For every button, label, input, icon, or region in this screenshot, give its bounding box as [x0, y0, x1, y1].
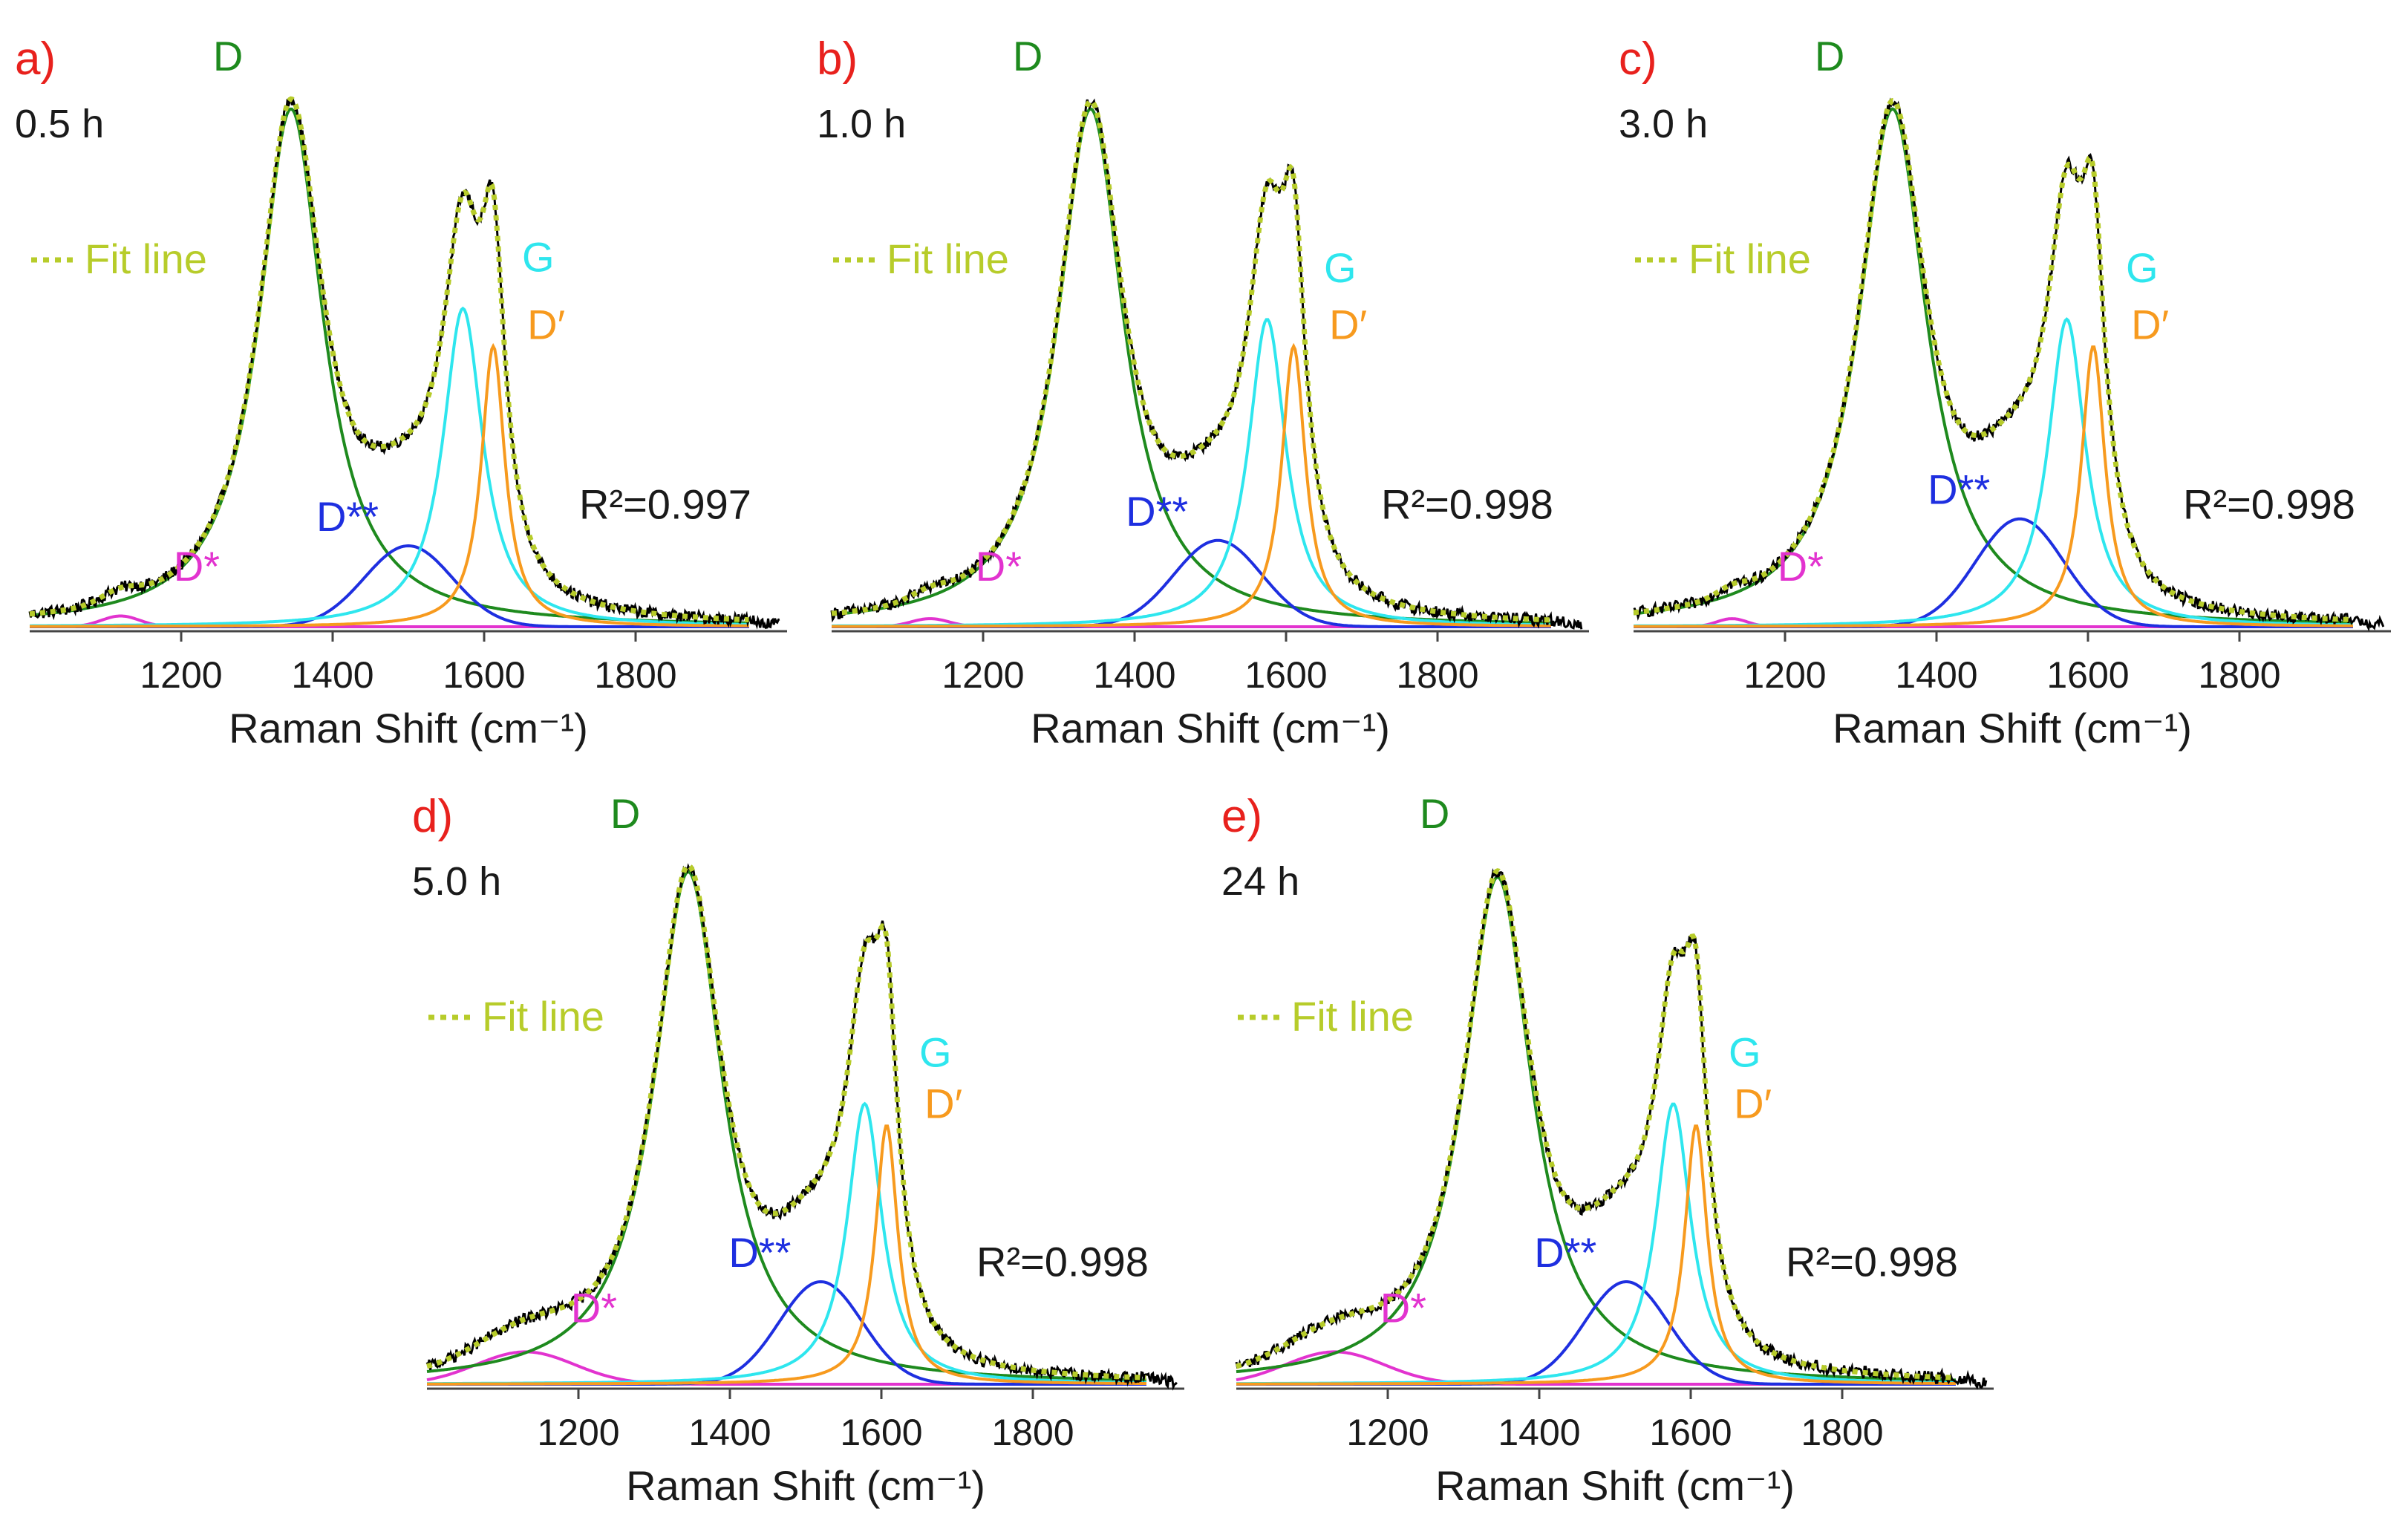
series-G	[30, 306, 750, 628]
r-squared-label: R²=0.998	[1786, 1239, 1958, 1285]
x-axis-title: Raman Shift (cm⁻¹)	[229, 705, 588, 752]
x-tick-label: 1800	[991, 1412, 1074, 1453]
legend-fit-label: Fit line	[85, 235, 207, 282]
label-Dprime: D′	[1734, 1080, 1772, 1127]
label-Dstar: D*	[571, 1284, 617, 1331]
x-tick-label: 1400	[1895, 654, 1977, 696]
label-Dstarstar: D**	[1126, 488, 1188, 535]
label-Dstarstar: D**	[728, 1229, 791, 1276]
series-measured	[830, 98, 1583, 630]
series-measured	[28, 97, 780, 630]
label-D: D	[1420, 790, 1449, 837]
r-squared-label: R²=0.998	[976, 1239, 1149, 1285]
label-Dstarstar: D**	[316, 493, 379, 540]
label-G: G	[2126, 244, 2159, 291]
panel-label: b)	[817, 33, 858, 85]
x-tick-label: 1800	[1801, 1412, 1883, 1453]
label-Dstar: D*	[1778, 543, 1824, 590]
x-tick-label: 1600	[443, 654, 525, 696]
series-Dstarstar	[1236, 1280, 1956, 1386]
x-tick-label: 1800	[1396, 654, 1478, 696]
series-fit-line	[1236, 868, 1956, 1381]
series-fit-line	[1633, 97, 2353, 623]
x-axis-title: Raman Shift (cm⁻¹)	[626, 1462, 985, 1509]
x-axis-title: Raman Shift (cm⁻¹)	[1435, 1462, 1795, 1509]
time-label: 5.0 h	[412, 859, 501, 904]
x-tick-label: 1200	[1346, 1412, 1429, 1453]
legend-fit-label: Fit line	[1688, 235, 1811, 282]
x-tick-label: 1200	[140, 654, 222, 696]
panel-label: c)	[1619, 33, 1657, 85]
time-label: 0.5 h	[15, 102, 104, 146]
x-tick-label: 1600	[1244, 654, 1327, 696]
label-Dprime: D′	[1329, 301, 1367, 348]
label-Dstar: D*	[976, 543, 1022, 590]
x-tick-label: 1600	[2046, 654, 2129, 696]
series-fit-line	[29, 96, 749, 623]
x-tick-label: 1400	[291, 654, 373, 696]
label-G: G	[919, 1029, 952, 1075]
label-D: D	[610, 790, 640, 837]
label-G: G	[522, 233, 555, 280]
series-measured	[425, 863, 1178, 1391]
x-tick-label: 1200	[942, 654, 1024, 696]
x-tick-label: 1400	[1498, 1412, 1580, 1453]
label-D: D	[213, 33, 243, 79]
label-G: G	[1324, 244, 1357, 291]
x-tick-label: 1400	[1093, 654, 1175, 696]
x-tick-label: 1200	[537, 1412, 619, 1453]
series-Dprime	[832, 342, 1551, 628]
series-Dprime	[1236, 1124, 1956, 1386]
x-axis-title: Raman Shift (cm⁻¹)	[1833, 705, 2192, 752]
time-label: 1.0 h	[817, 102, 906, 146]
legend-fit-label: Fit line	[1291, 993, 1414, 1040]
panel-label: d)	[412, 791, 453, 842]
label-Dstarstar: D**	[1534, 1229, 1596, 1276]
series-fit-line	[831, 98, 1551, 623]
x-tick-label: 1600	[1649, 1412, 1732, 1453]
x-tick-label: 1400	[688, 1412, 771, 1453]
label-Dstarstar: D**	[1928, 466, 1990, 513]
series-Dprime	[30, 342, 749, 628]
x-tick-label: 1600	[840, 1412, 922, 1453]
series-measured	[1633, 97, 2385, 632]
series-Dprime	[427, 1124, 1146, 1386]
series-Dstarstar	[427, 1280, 1146, 1386]
series-D	[1633, 107, 2353, 625]
time-label: 3.0 h	[1619, 102, 1708, 146]
label-D: D	[1815, 33, 1844, 79]
x-tick-label: 1200	[1743, 654, 1826, 696]
legend-fit-label: Fit line	[887, 235, 1009, 282]
series-fit-line	[426, 863, 1146, 1381]
panel-label: a)	[15, 33, 56, 85]
panel-label: e)	[1221, 791, 1262, 842]
label-D: D	[1013, 33, 1043, 79]
series-D	[29, 107, 749, 625]
label-G: G	[1729, 1029, 1761, 1075]
r-squared-label: R²=0.997	[579, 481, 751, 528]
time-label: 24 h	[1221, 859, 1299, 904]
legend-fit-label: Fit line	[482, 993, 604, 1040]
label-Dprime: D′	[2131, 301, 2169, 348]
series-D	[426, 870, 1146, 1382]
series-Dprime	[1634, 345, 2353, 628]
series-measured	[1235, 867, 1988, 1390]
r-squared-label: R²=0.998	[1381, 481, 1553, 528]
label-Dstar: D*	[1380, 1284, 1426, 1331]
label-Dprime: D′	[527, 301, 565, 348]
series-D	[831, 107, 1551, 625]
x-tick-label: 1800	[594, 654, 676, 696]
label-Dprime: D′	[924, 1080, 962, 1127]
label-Dstar: D*	[174, 543, 220, 590]
x-tick-label: 1800	[2198, 654, 2280, 696]
x-axis-title: Raman Shift (cm⁻¹)	[1031, 705, 1390, 752]
r-squared-label: R²=0.998	[2183, 481, 2355, 528]
